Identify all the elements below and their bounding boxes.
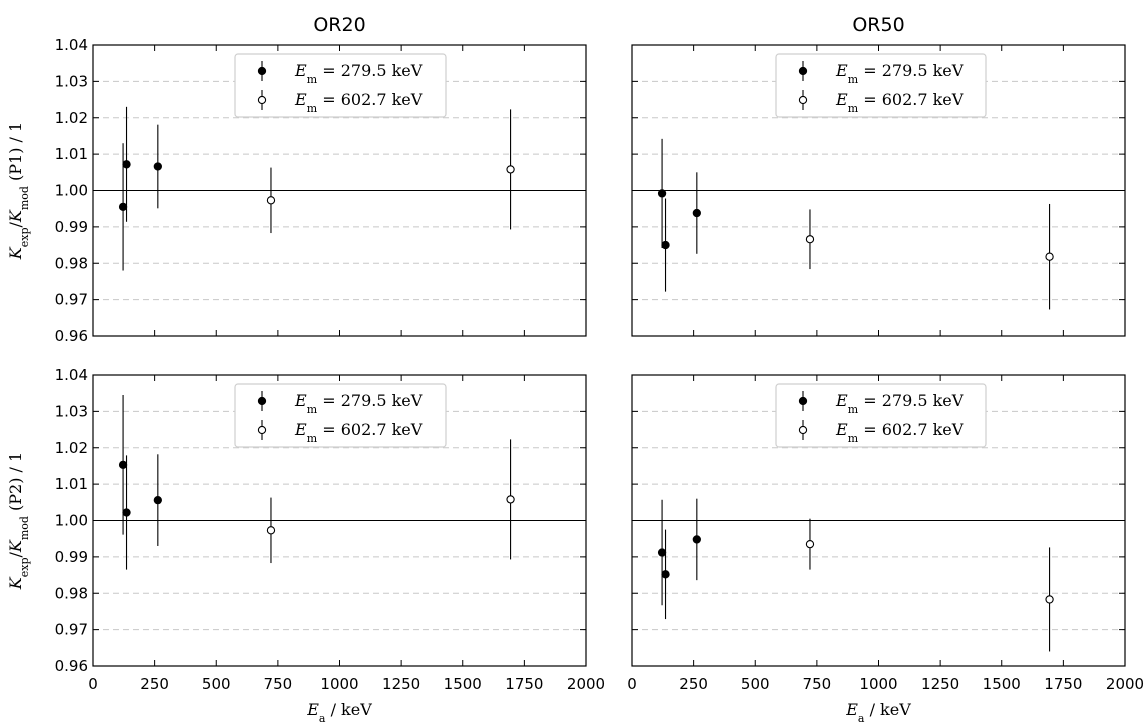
data-point — [805, 235, 815, 244]
y-axis-label: Kexp/Kmod (P2) / 1 — [6, 452, 31, 590]
data-point — [1045, 252, 1054, 261]
y-tick-label: 1.01 — [55, 475, 88, 493]
y-tick-label: 0.96 — [55, 327, 88, 345]
legend-marker — [798, 396, 808, 406]
chart-panel-3: 0 250 500 750 1000 1250 1500 1750 2000 0.96 0.97 0.… — [6, 366, 605, 725]
x-tick-label: 1500 — [983, 675, 1021, 693]
y-tick-label: 1.04 — [55, 36, 88, 54]
y-tick-label: 0.97 — [55, 621, 88, 639]
legend-entry: Em = 602.7 keV — [835, 420, 964, 445]
data-point — [153, 162, 162, 171]
legend: Em = 279.5 keV Em = 602.7 keV — [775, 383, 987, 448]
chart-panel-4: 0 250 500 750 1000 1250 1500 1750 2000 Ea / keV Em… — [627, 374, 1144, 725]
legend: Em = 279.5 keV Em = 602.7 keV — [234, 383, 447, 448]
x-tick-label: 750 — [264, 675, 293, 693]
y-tick-label: 1.04 — [55, 366, 88, 384]
y-tick-label: 1.00 — [55, 512, 88, 530]
y-tick-label: 1.03 — [55, 402, 88, 420]
legend-marker — [798, 95, 808, 105]
legend-box — [234, 383, 447, 448]
x-axis-label: Ea / keV — [845, 700, 911, 725]
legend-box — [775, 53, 987, 118]
legend-entry: Em = 279.5 keV — [835, 61, 964, 86]
legend: Em = 279.5 keV Em = 602.7 keV — [234, 53, 447, 118]
y-tick-label: 0.99 — [55, 218, 88, 236]
data-point — [266, 196, 276, 205]
legend-marker — [257, 66, 267, 76]
x-axis-label: Ea / keV — [306, 700, 372, 725]
legend-entry: Em = 279.5 keV — [294, 61, 423, 86]
x-tick-label: 1750 — [1044, 675, 1082, 693]
x-tick-label: 2000 — [1106, 675, 1144, 693]
data-point — [153, 495, 162, 505]
y-tick-label: 1.03 — [55, 72, 88, 90]
x-tick-label: 1000 — [859, 675, 897, 693]
legend-entry: Em = 279.5 keV — [835, 391, 964, 416]
data-point — [661, 240, 670, 250]
legend-marker — [257, 95, 267, 105]
panel-title: OR20 — [313, 14, 365, 36]
data-point — [657, 189, 667, 198]
y-tick-label: 0.99 — [55, 548, 88, 566]
x-tick-label: 0 — [627, 675, 637, 693]
data-point — [805, 539, 815, 549]
data-point — [122, 160, 131, 169]
x-tick-label: 500 — [202, 675, 231, 693]
x-tick-label: 1750 — [505, 675, 543, 693]
legend: Em = 279.5 keV Em = 602.7 keV — [775, 53, 987, 118]
x-tick-label: 1250 — [382, 675, 420, 693]
data-point — [266, 526, 276, 535]
x-tick-label: 2000 — [567, 675, 605, 693]
data-point — [692, 535, 701, 544]
legend-marker — [798, 66, 808, 76]
data-point — [661, 570, 670, 579]
data-point — [692, 208, 701, 218]
legend-marker — [257, 425, 267, 435]
panel-title: OR50 — [852, 14, 904, 36]
y-tick-label: 1.00 — [55, 182, 88, 200]
data-point — [1045, 595, 1054, 604]
y-tick-label: 0.97 — [55, 291, 88, 309]
legend-marker — [257, 396, 267, 406]
data-point — [657, 548, 667, 557]
y-tick-label: 1.01 — [55, 145, 88, 163]
x-tick-label: 500 — [741, 675, 770, 693]
data-point — [118, 460, 128, 469]
data-point — [118, 202, 128, 212]
data-point — [506, 495, 515, 504]
x-tick-label: 1500 — [444, 675, 482, 693]
legend-marker — [798, 425, 808, 435]
legend-entry: Em = 602.7 keV — [835, 90, 964, 115]
legend-entry: Em = 279.5 keV — [294, 391, 423, 416]
legend-entry: Em = 602.7 keV — [294, 90, 423, 115]
x-tick-label: 250 — [679, 675, 708, 693]
x-tick-label: 1250 — [921, 675, 959, 693]
data-point — [122, 508, 131, 517]
x-tick-label: 1000 — [320, 675, 358, 693]
legend-box — [775, 383, 987, 448]
x-tick-label: 0 — [88, 675, 98, 693]
x-tick-label: 750 — [803, 675, 832, 693]
y-tick-label: 0.98 — [55, 584, 88, 602]
chart-panel-1: 0.96 0.97 0.98 0.99 1.00 1.01 1.02 1.03 1.04 OR20… — [6, 14, 587, 345]
y-tick-label: 1.02 — [55, 109, 88, 127]
y-axis-label: Kexp/Kmod (P1) / 1 — [6, 122, 31, 260]
legend-entry: Em = 602.7 keV — [294, 420, 423, 445]
y-tick-label: 1.02 — [55, 439, 88, 457]
data-point — [506, 165, 515, 174]
legend-box — [234, 53, 447, 118]
chart-panel-2: OR50 Em = 279.5 keV Em = 602.7 keV — [631, 14, 1126, 337]
y-tick-label: 0.98 — [55, 254, 88, 272]
y-tick-label: 0.96 — [55, 657, 88, 675]
x-tick-label: 250 — [140, 675, 169, 693]
